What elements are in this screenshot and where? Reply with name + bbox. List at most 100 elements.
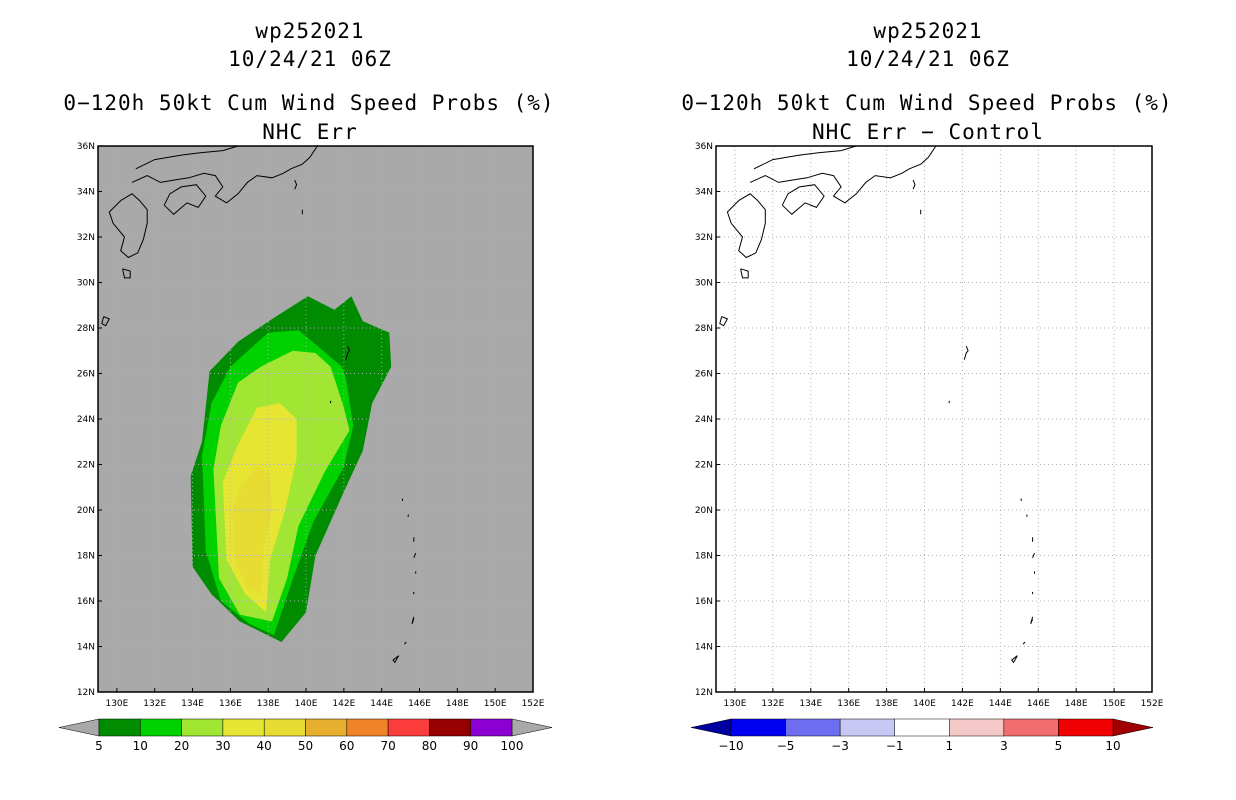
x-tick-label: 136E [837,699,860,709]
coastline [726,193,766,259]
y-tick-label: 28N [695,324,713,334]
x-tick-label: 148E [1065,699,1088,709]
coastline [101,316,111,327]
colorbar-label: 50 [298,739,313,753]
y-tick-label: 18N [695,552,713,562]
colorbar-label: 20 [174,739,189,753]
colorbar-label: −1 [886,739,904,753]
left-subtitle: NHC Err [262,120,358,144]
colorbar-right-arrow [1112,718,1154,737]
y-tick-label: 24N [695,415,713,425]
coastline [163,184,207,215]
prob-contour-40 [232,466,272,595]
colorbar-label: 5 [1055,739,1063,753]
x-tick-label: 142E [332,699,355,709]
y-tick-label: 36N [77,142,95,152]
x-tick-label: 132E [143,699,166,709]
colorbar-label: 5 [95,739,103,753]
colorbar-swatch [222,718,265,737]
x-tick-label: 150E [1103,699,1126,709]
y-tick-label: 30N [695,279,713,289]
coastline [749,145,937,204]
coastline [294,179,298,190]
x-tick-label: 146E [408,699,431,709]
colorbar-label: 10 [1105,739,1120,753]
colorbar-swatch [894,718,950,737]
x-tick-label: 138E [257,699,280,709]
y-tick-label: 26N [695,370,713,380]
y-tick-label: 12N [695,688,713,698]
x-tick-label: 148E [446,699,469,709]
coastline [392,655,400,664]
colorbar-label: 1 [945,739,953,753]
colorbar-swatch [98,718,141,737]
right-subtitle: NHC Err − Control [812,120,1044,144]
colorbar-swatch [1003,718,1059,737]
right-id-title: wp252021 [873,19,983,43]
colorbar-label: 60 [339,739,354,753]
coastline [345,346,351,360]
colorbar-label: 3 [1000,739,1008,753]
colorbar-left-arrow [690,718,732,737]
y-tick-label: 20N [695,506,713,516]
colorbar-label: 10 [133,739,148,753]
x-tick-label: 140E [295,699,318,709]
colorbar-swatch [839,718,895,737]
x-tick-label: 152E [522,699,545,709]
x-tick-label: 150E [484,699,507,709]
colorbar-swatch [263,718,306,737]
x-tick-label: 146E [1027,699,1050,709]
colorbar-swatch [346,718,389,737]
colorbar-label: 90 [463,739,478,753]
y-tick-label: 22N [77,461,95,471]
colorbar-swatch [305,718,348,737]
coastline [1022,641,1026,645]
coastline [131,145,318,204]
right-colorbar: −10 −5 −3 −1 1 3 5 10 [690,718,1154,753]
right-main-title: 0−120h 50kt Cum Wind Speed Probs (%) [681,91,1173,115]
left-id-title: wp252021 [255,19,365,43]
coastline [122,268,131,279]
y-tick-label: 24N [77,415,95,425]
left-colorbar: 5 10 20 30 40 50 60 70 80 90 100 [58,718,553,753]
coastline [753,145,857,170]
y-tick-label: 12N [77,688,95,698]
coastline [1030,616,1034,624]
x-tick-label: 134E [799,699,822,709]
colorbar-label: 30 [215,739,230,753]
x-tick-label: 140E [913,699,936,709]
y-tick-label: 22N [695,461,713,471]
coastline [781,184,825,215]
colorbar-label: −3 [831,739,849,753]
colorbar-swatch [785,718,841,737]
colorbar-label: 70 [380,739,395,753]
x-tick-label: 130E [724,699,747,709]
colorbar-swatch [730,718,786,737]
coastline [135,145,239,170]
coastline [719,316,729,327]
colorbar-label: −10 [718,739,743,753]
x-tick-label: 138E [875,699,898,709]
y-tick-label: 18N [77,552,95,562]
colorbar-swatch [470,718,513,737]
right-time-title: 10/24/21 06Z [846,47,1010,71]
y-tick-label: 16N [695,597,713,607]
y-tick-label: 32N [77,233,95,243]
y-tick-label: 34N [77,188,95,198]
colorbar-swatch [429,718,471,737]
x-tick-label: 134E [181,699,204,709]
x-tick-label: 142E [951,699,974,709]
coastline [413,553,417,558]
y-tick-label: 34N [695,188,713,198]
coastline [1032,553,1035,558]
y-tick-label: 26N [77,370,95,380]
y-tick-label: 20N [77,506,95,516]
colorbar-swatch [181,718,224,737]
colorbar-label: 80 [422,739,437,753]
colorbar-label: 100 [501,739,524,753]
colorbar-swatch [1058,718,1114,737]
y-tick-label: 14N [77,643,95,653]
colorbar-label: −5 [777,739,795,753]
